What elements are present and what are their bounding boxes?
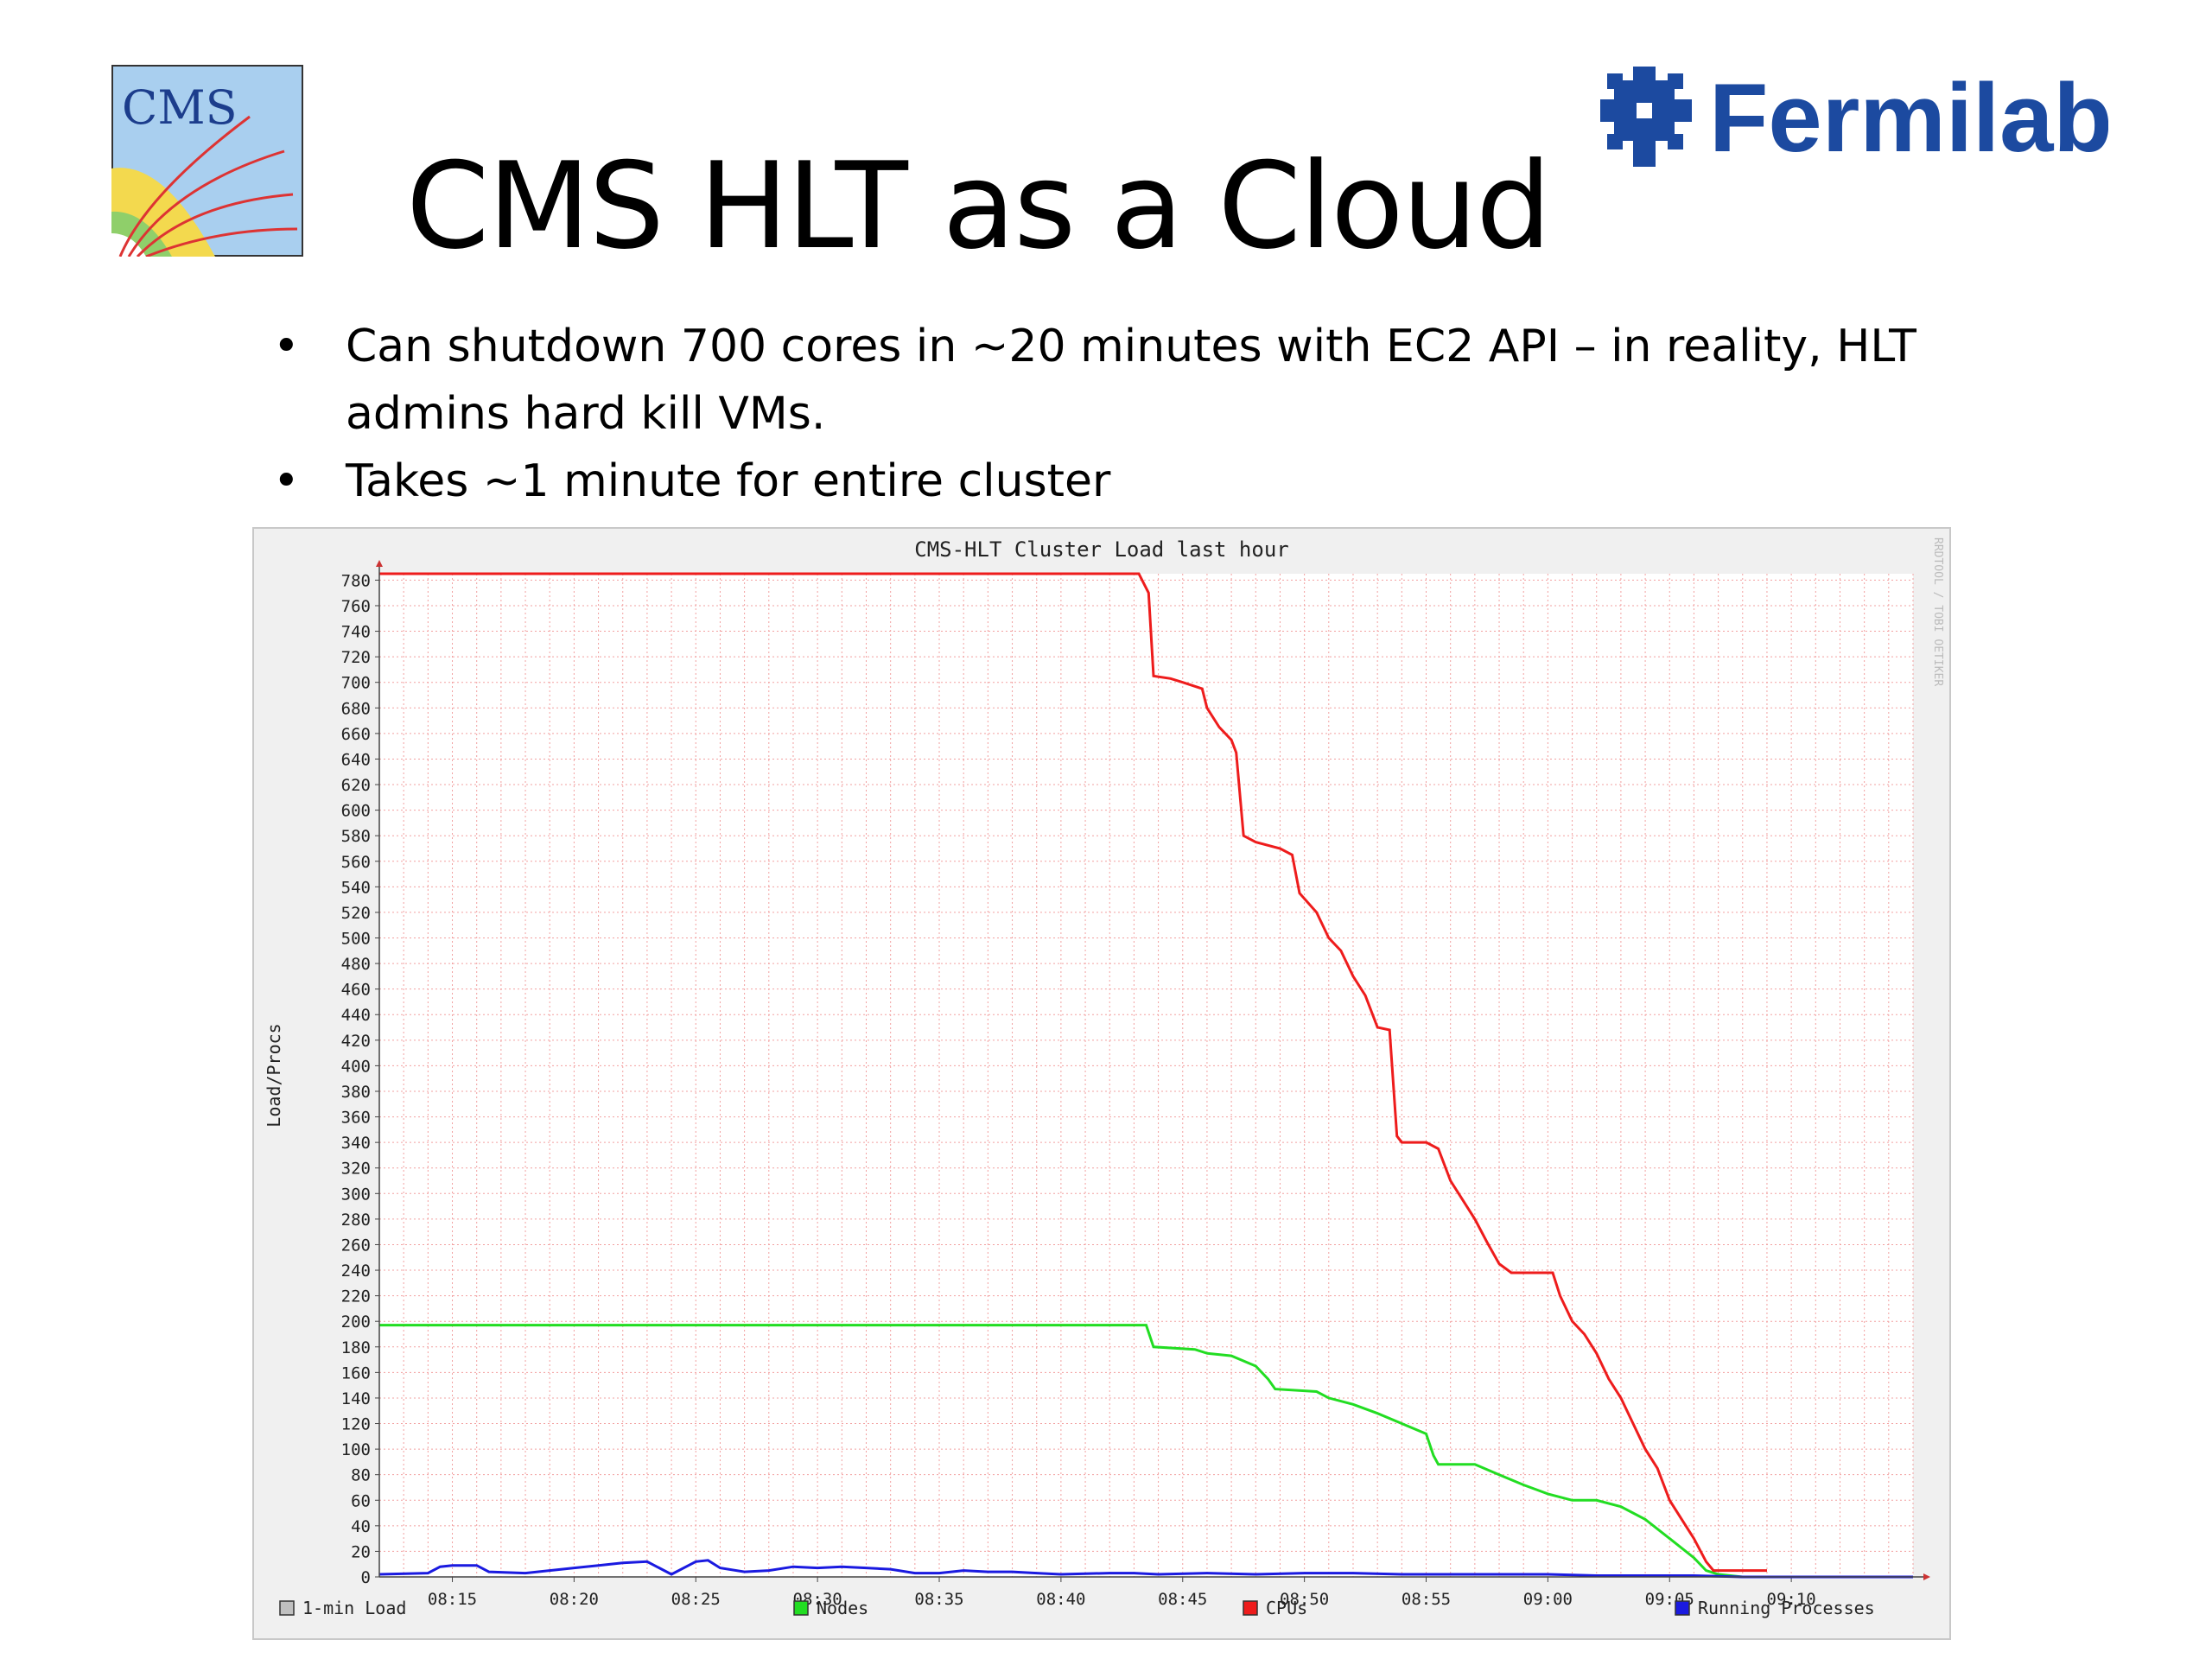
- bullet-dot: •: [273, 321, 300, 372]
- y-tick-label: 380: [341, 1083, 371, 1102]
- y-tick-label: 240: [341, 1262, 371, 1281]
- chart-frame: CMS-HLT Cluster Load last hour 0 20 40 60 80 1…: [252, 527, 1951, 1640]
- y-tick-label: 420: [341, 1032, 371, 1051]
- cluster-load-chart: CMS-HLT Cluster Load last hour 0 20 40 60 80 1…: [264, 537, 1944, 1618]
- bullet-item: • Takes ~1 minute for entire cluster: [268, 448, 1996, 515]
- y-tick-label: 480: [341, 955, 371, 974]
- x-axis-arrow-icon: [1923, 1573, 1930, 1580]
- y-tick-label: 660: [341, 725, 371, 744]
- y-tick-label: 260: [341, 1236, 371, 1255]
- y-tick-label: 600: [341, 802, 371, 821]
- x-tick-label: 08:55: [1402, 1590, 1451, 1609]
- y-axis-label: Load/Procs: [264, 1023, 284, 1127]
- series-line-nodes: [379, 1324, 1913, 1579]
- y-tick-label: 620: [341, 776, 371, 795]
- y-tick-label: 460: [341, 981, 371, 1000]
- y-tick-label: 80: [351, 1466, 371, 1485]
- y-tick-label: 540: [341, 878, 371, 897]
- y-tick-label: 200: [341, 1313, 371, 1332]
- x-tick-label: 09:00: [1523, 1590, 1573, 1609]
- x-tick-label: 09:10: [1767, 1590, 1816, 1609]
- y-tick-label: 500: [341, 930, 371, 949]
- legend-swatch: [793, 1600, 809, 1616]
- plot-area: [379, 574, 1913, 1577]
- legend-label: Nodes: [817, 1598, 868, 1618]
- y-tick-label: 680: [341, 699, 371, 718]
- legend-swatch: [279, 1600, 295, 1616]
- x-tick-label: 08:15: [428, 1590, 477, 1609]
- y-tick-label: 180: [341, 1338, 371, 1357]
- cms-logo-text: CMS: [122, 80, 238, 135]
- legend-label: 1-min Load: [302, 1598, 406, 1618]
- y-tick-label: 580: [341, 827, 371, 846]
- y-tick-label: 160: [341, 1363, 371, 1382]
- legend-swatch: [1243, 1600, 1258, 1616]
- legend-swatch: [1675, 1600, 1690, 1616]
- y-tick-label: 780: [341, 571, 371, 590]
- x-tick-label: 08:35: [914, 1590, 963, 1609]
- y-tick-label: 60: [351, 1491, 371, 1510]
- x-tick-label: 08:25: [671, 1590, 721, 1609]
- y-tick-label: 440: [341, 1006, 371, 1025]
- y-tick-label: 720: [341, 648, 371, 667]
- y-tick-label: 320: [341, 1160, 371, 1179]
- fermilab-logo: Fermilab: [1600, 65, 2108, 168]
- x-tick-label: 08:45: [1158, 1590, 1207, 1609]
- bullet-list: • Can shutdown 700 cores in ~20 minutes w…: [268, 313, 1996, 515]
- legend-label: Running Processes: [1698, 1598, 1875, 1618]
- series-line-running-processes: [378, 1559, 1913, 1579]
- y-tick-label: 760: [341, 597, 371, 616]
- y-tick-label: 300: [341, 1185, 371, 1204]
- chart-watermark: RRDTOOL / TOBI OETIKER: [1931, 537, 1944, 686]
- y-tick-label: 360: [341, 1109, 371, 1128]
- bullet-item: • Can shutdown 700 cores in ~20 minutes w…: [268, 313, 1996, 448]
- x-tick-label: 08:50: [1280, 1590, 1329, 1609]
- y-tick-label: 400: [341, 1057, 371, 1076]
- y-tick-label: 140: [341, 1389, 371, 1408]
- y-tick-label: 120: [341, 1415, 371, 1434]
- y-tick-label: 100: [341, 1440, 371, 1459]
- legend-label: CPUs: [1266, 1598, 1307, 1618]
- bullet-text: Can shutdown 700 cores in ~20 minutes wi…: [346, 321, 1916, 440]
- y-tick-label: 700: [341, 674, 371, 693]
- y-tick-label: 0: [361, 1568, 371, 1587]
- y-tick-label: 20: [351, 1542, 371, 1561]
- series-line-cpus: [379, 572, 1767, 1573]
- chart-title: CMS-HLT Cluster Load last hour: [914, 537, 1288, 562]
- y-tick-label: 340: [341, 1134, 371, 1153]
- slide-title: CMS HLT as a Cloud: [406, 137, 1552, 276]
- bullet-dot: •: [273, 455, 300, 507]
- y-tick-label: 640: [341, 750, 371, 769]
- y-tick-label: 520: [341, 904, 371, 923]
- y-tick-label: 220: [341, 1287, 371, 1306]
- x-tick-label: 08:40: [1036, 1590, 1085, 1609]
- fermilab-logo-text: Fermilab: [1709, 65, 2108, 168]
- bullet-text: Takes ~1 minute for entire cluster: [346, 455, 1111, 507]
- y-axis-arrow-icon: [376, 560, 383, 567]
- y-tick-label: 280: [341, 1211, 371, 1230]
- x-tick-label: 08:20: [550, 1590, 599, 1609]
- y-tick-label: 40: [351, 1517, 371, 1536]
- cms-logo: CMS: [111, 65, 303, 257]
- y-tick-label: 740: [341, 623, 371, 642]
- y-tick-label: 560: [341, 853, 371, 872]
- fermilab-emblem-icon: [1600, 67, 1692, 167]
